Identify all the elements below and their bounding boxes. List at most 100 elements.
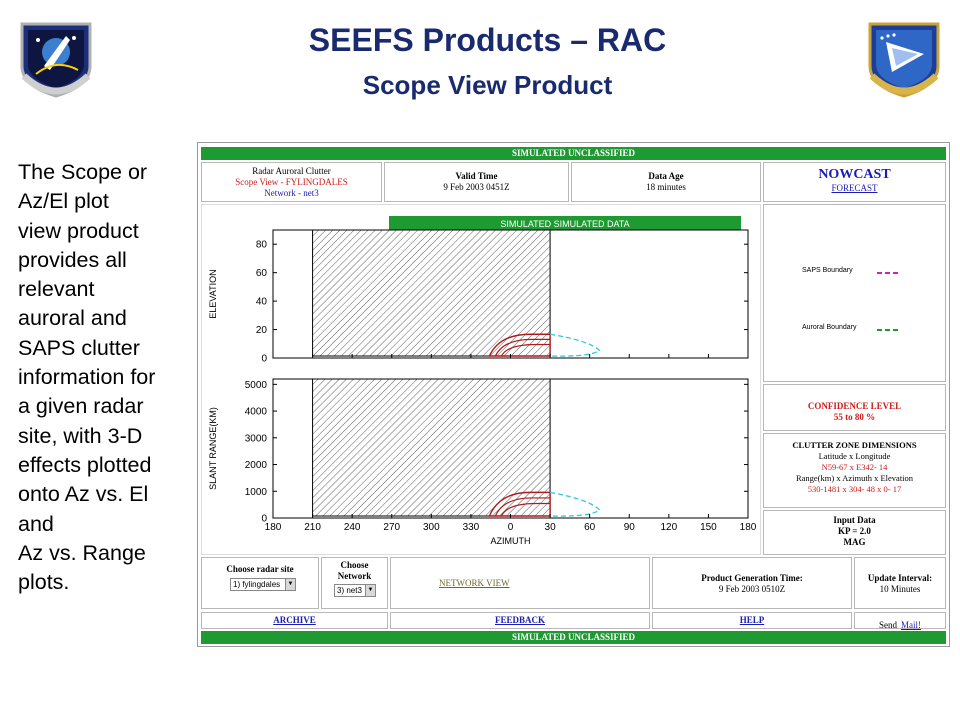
input-data-title: Input Data — [833, 515, 876, 525]
auroral-boundary-swatch — [877, 329, 899, 331]
x-tick-label: 240 — [344, 522, 361, 533]
page-subtitle: Scope View Product — [362, 70, 613, 100]
input-source: MAG — [843, 537, 866, 547]
x-tick-label: 180 — [265, 522, 282, 533]
network-view-cell: NETWORK VIEW — [390, 557, 650, 609]
mail-cell: Send Mail! — [854, 612, 946, 630]
help-cell: HELP — [652, 612, 852, 629]
product-network: Network - net3 — [264, 188, 319, 198]
y-axis-label: SLANT RANGE(KM) — [208, 407, 218, 490]
product-title-cell: Radar Auroral Clutter Scope View - FYLIN… — [201, 162, 382, 202]
update-interval-cell: Update Interval: 10 Minutes — [854, 557, 946, 609]
description-line: auroral and — [18, 306, 127, 331]
latlon-value: N59-67 x E342- 14 — [821, 462, 888, 472]
description-line: provides all — [18, 247, 127, 272]
x-tick-label: 210 — [304, 522, 321, 533]
y-tick-label: 40 — [256, 297, 268, 308]
network-value: 3) net3 — [337, 586, 362, 595]
plot-banner — [389, 216, 741, 230]
feedback-link[interactable]: FEEDBACK — [494, 615, 545, 625]
network-label-2: Network — [337, 571, 372, 581]
description-line: plots. — [18, 570, 70, 595]
network-view-link[interactable]: NETWORK VIEW — [439, 578, 510, 588]
network-select[interactable]: 3) net3 ▼ — [334, 584, 376, 597]
range-label: Range(km) x Azimuth x Elevation — [795, 473, 914, 483]
help-link[interactable]: HELP — [739, 615, 765, 625]
hatched-region — [312, 229, 551, 357]
product-view: Scope View - FYLINGDALES — [235, 177, 348, 187]
clutter-zone-title: CLUTTER ZONE DIMENSIONS — [792, 440, 917, 450]
auroral-clutter-outer — [488, 491, 551, 517]
y-axis-label: ELEVATION — [208, 269, 218, 318]
x-tick-label: 30 — [545, 522, 557, 533]
archive-cell: ARCHIVE — [201, 612, 388, 629]
plot-banner-text: SIMULATED SIMULATED DATA — [500, 219, 629, 229]
radar-site-select[interactable]: 1) fylingdales ▼ — [230, 578, 296, 591]
generation-time-value: 9 Feb 2003 0510Z — [718, 584, 786, 594]
network-label-1: Choose — [340, 560, 369, 570]
data-age-label: Data Age — [648, 171, 684, 181]
update-interval-value: 10 Minutes — [879, 584, 921, 594]
y-tick-label: 5000 — [245, 380, 268, 391]
description-line: relevant — [18, 277, 95, 302]
send-text: Send — [879, 620, 897, 630]
radar-site-cell: Choose radar site 1) fylingdales ▼ — [201, 557, 319, 609]
network-cell: Choose Network 3) net3 ▼ — [321, 557, 388, 609]
description-line: information for — [18, 365, 156, 390]
y-tick-label: 20 — [256, 325, 268, 336]
radar-site-value: 1) fylingdales — [233, 580, 281, 589]
confidence-label: CONFIDENCE LEVEL — [807, 401, 902, 411]
auroral-clutter-outer — [488, 333, 551, 357]
description-line: site, with 3-D — [18, 423, 143, 448]
auroral-clutter-inner — [500, 502, 551, 517]
valid-time-label: Valid Time — [455, 171, 498, 181]
y-tick-label: 80 — [256, 240, 268, 251]
description-line: SAPS clutter — [18, 335, 140, 360]
product-screenshot: SIMULATED UNCLASSIFIED Radar Auroral Clu… — [197, 142, 950, 647]
x-tick-label: 60 — [584, 522, 596, 533]
y-tick-label: 0 — [261, 354, 267, 365]
archive-link[interactable]: ARCHIVE — [273, 615, 316, 625]
y-tick-label: 3000 — [245, 433, 268, 444]
right-logo — [862, 14, 946, 98]
x-tick-label: 300 — [423, 522, 440, 533]
x-tick-label: 120 — [660, 522, 677, 533]
confidence-panel: CONFIDENCE LEVEL 55 to 80 % — [763, 384, 946, 431]
radar-site-label: Choose radar site — [226, 564, 294, 574]
description-line: onto Az vs. El — [18, 482, 149, 507]
forecast-link[interactable]: FORECAST — [831, 183, 878, 193]
saps-boundary-line — [549, 333, 601, 357]
nowcast-label: NOWCAST — [818, 167, 891, 182]
space-missile-systems-center-emblem-icon — [20, 22, 92, 98]
chevron-down-icon: ▼ — [285, 579, 295, 590]
x-tick-label: 270 — [383, 522, 400, 533]
mail-link[interactable]: Mail! — [901, 620, 921, 630]
y-tick-label: 60 — [256, 268, 268, 279]
data-age-value: 18 minutes — [646, 182, 686, 192]
description-line: Az/El plot — [18, 189, 109, 214]
page-title: SEEFS Products – RAC — [308, 22, 667, 58]
scope-plots: SIMULATED SIMULATED DATA 0 20 40 60 80 ELEVATI… — [208, 216, 757, 546]
saps-boundary-swatch — [877, 272, 899, 274]
saps-boundary-line — [549, 491, 601, 517]
x-tick-label: 90 — [624, 522, 636, 533]
feedback-cell: FEEDBACK — [390, 612, 650, 629]
clutter-zone-panel: CLUTTER ZONE DIMENSIONS Latitude x Longi… — [763, 433, 946, 508]
confidence-value: 55 to 80 % — [833, 412, 876, 422]
saps-boundary-label: SAPS Boundary — [802, 267, 853, 274]
y-tick-label: 4000 — [245, 407, 268, 418]
kp-value: KP = 2.0 — [838, 526, 871, 536]
y-tick-label: 0 — [261, 514, 267, 525]
x-tick-label: 180 — [740, 522, 757, 533]
generation-time-label: Product Generation Time: — [701, 573, 803, 583]
valid-time-value: 9 Feb 2003 0451Z — [443, 182, 510, 192]
data-age-cell: Data Age 18 minutes — [571, 162, 761, 202]
product-title: Radar Auroral Clutter — [252, 166, 331, 176]
y-tick-label: 2000 — [245, 460, 268, 471]
latlon-label: Latitude x Longitude — [818, 451, 891, 461]
auroral-clutter-mid — [494, 497, 551, 517]
range-value: 530-1481 x 304- 48 x 0- 17 — [807, 484, 902, 494]
update-interval-label: Update Interval: — [867, 573, 933, 583]
x-tick-label: 0 — [508, 522, 514, 533]
generation-time-cell: Product Generation Time: 9 Feb 2003 0510… — [652, 557, 852, 609]
